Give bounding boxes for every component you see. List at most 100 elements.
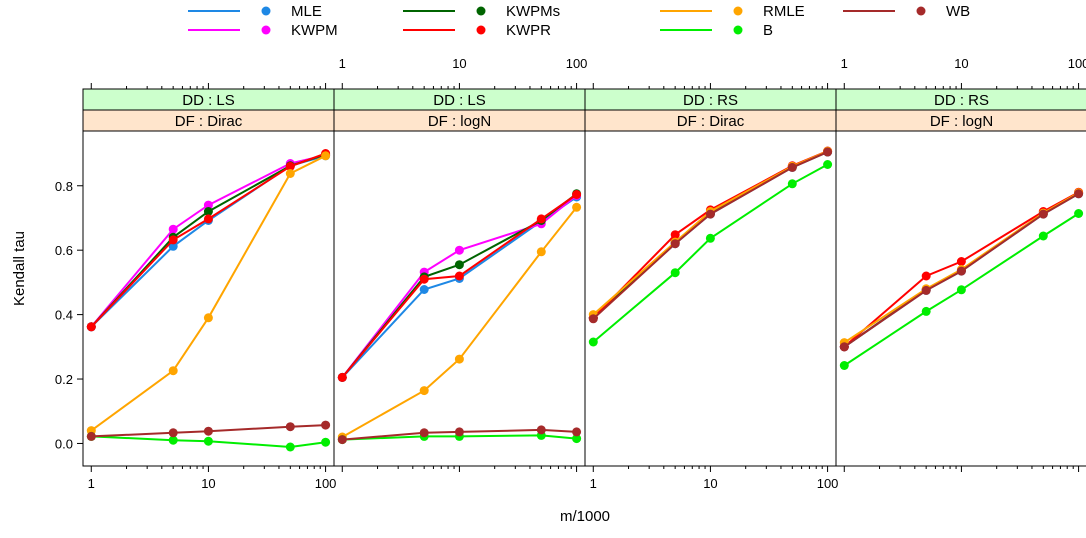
- data-point: [86, 431, 96, 441]
- data-point: [454, 427, 464, 437]
- data-point: [168, 241, 178, 251]
- x-tick-label: 10: [201, 476, 215, 491]
- data-point: [823, 147, 833, 157]
- legend-label: B: [763, 22, 773, 39]
- legend-item-b: B: [660, 22, 773, 39]
- x-tick-label-top: 10: [452, 56, 466, 71]
- data-point: [203, 426, 213, 436]
- data-point: [203, 200, 213, 210]
- legend-label: WB: [946, 3, 970, 20]
- legend-item-kwpr: KWPR: [403, 22, 551, 39]
- panel-1: DD : LS DF : Dirac 1 10 100: [82, 83, 337, 491]
- data-point: [705, 233, 715, 243]
- data-point: [168, 235, 178, 245]
- data-point: [419, 285, 429, 294]
- legend-item-wb: WB: [843, 3, 970, 20]
- legend-item-kwpms: KWPMs: [403, 3, 560, 20]
- data-point: [536, 247, 546, 257]
- data-point: [536, 214, 546, 224]
- legend-point-swatch: [261, 25, 271, 35]
- strip-dd-label: DD : RS: [934, 92, 989, 109]
- data-point: [588, 337, 598, 347]
- series-wb: [839, 189, 1084, 352]
- data-point: [168, 435, 178, 445]
- data-point: [1038, 231, 1048, 241]
- legend-point-swatch: [733, 25, 743, 35]
- legend-item-rmle: RMLE: [660, 3, 805, 20]
- data-point: [956, 266, 966, 276]
- data-point: [203, 313, 213, 323]
- x-tick-label: 100: [817, 476, 839, 491]
- legend-point-swatch: [476, 25, 486, 35]
- strip-dd-label: DD : RS: [683, 92, 738, 109]
- y-axis-title: Kendall tau: [11, 231, 28, 306]
- legend-point-swatch: [733, 6, 743, 16]
- data-point: [588, 314, 598, 324]
- series-b: [588, 160, 833, 347]
- panel-4: DD : RS DF : logN 1 10 100: [835, 56, 1086, 472]
- x-tick-label: 10: [703, 476, 717, 491]
- strip-df-label: DF : logN: [930, 113, 993, 130]
- data-point: [536, 425, 546, 435]
- series-mle: [86, 151, 331, 332]
- x-tick-label-top: 1: [841, 56, 848, 71]
- data-point: [203, 207, 213, 216]
- legend: MLE KWPM KWPMs KWPR RMLE B WB: [188, 3, 970, 39]
- series-wb: [588, 147, 833, 324]
- data-point: [321, 420, 331, 430]
- data-point: [285, 422, 295, 432]
- data-point: [670, 230, 680, 240]
- legend-point-swatch: [261, 6, 271, 16]
- y-axis: 0.0 0.2 0.4 0.6 0.8: [55, 179, 83, 451]
- data-point: [839, 342, 849, 352]
- data-point: [956, 257, 966, 266]
- strip-df-label: DF : logN: [428, 113, 491, 130]
- data-point: [203, 436, 213, 446]
- strip-df-label: DF : Dirac: [175, 113, 243, 130]
- series-line: [90, 154, 326, 328]
- series-line: [90, 153, 326, 328]
- data-point: [86, 322, 96, 332]
- data-point: [921, 285, 931, 295]
- series-b: [839, 209, 1084, 370]
- panel-3: DD : RS DF : Dirac 1 10 100: [584, 83, 839, 491]
- data-point: [839, 361, 849, 370]
- x-tick-label-top: 100: [1068, 56, 1086, 71]
- series-rmle: [588, 146, 833, 320]
- legend-item-mle: MLE: [188, 3, 322, 20]
- series-kwpms: [86, 150, 331, 332]
- data-point: [168, 224, 178, 234]
- y-tick-label: 0.2: [55, 372, 73, 387]
- data-point: [1074, 189, 1084, 199]
- data-point: [787, 179, 797, 189]
- data-point: [454, 271, 464, 281]
- data-point: [921, 271, 931, 281]
- series-wb: [86, 420, 331, 441]
- data-point: [956, 285, 966, 295]
- x-tick-label-top: 100: [566, 56, 588, 71]
- series-kwpm: [86, 150, 331, 332]
- legend-item-kwpm: KWPM: [188, 22, 338, 39]
- strip-dd-label: DD : LS: [433, 92, 486, 109]
- data-point: [572, 427, 582, 437]
- x-axis-title: m/1000: [560, 508, 610, 525]
- data-point: [321, 151, 331, 161]
- data-point: [787, 162, 797, 172]
- legend-point-swatch: [476, 6, 486, 16]
- strip-dd-label: DD : LS: [182, 92, 235, 109]
- data-point: [572, 190, 582, 199]
- data-point: [572, 202, 582, 212]
- x-tick-label: 100: [315, 476, 337, 491]
- data-point: [285, 442, 295, 452]
- series-kwpr: [337, 190, 582, 382]
- series-line: [90, 154, 326, 328]
- data-point: [823, 160, 833, 169]
- x-tick-label-top: 10: [954, 56, 968, 71]
- y-tick-label: 0.6: [55, 243, 73, 258]
- panel-frame: [333, 130, 586, 467]
- data-point: [572, 434, 582, 444]
- data-point: [285, 169, 295, 178]
- series-line: [90, 152, 326, 328]
